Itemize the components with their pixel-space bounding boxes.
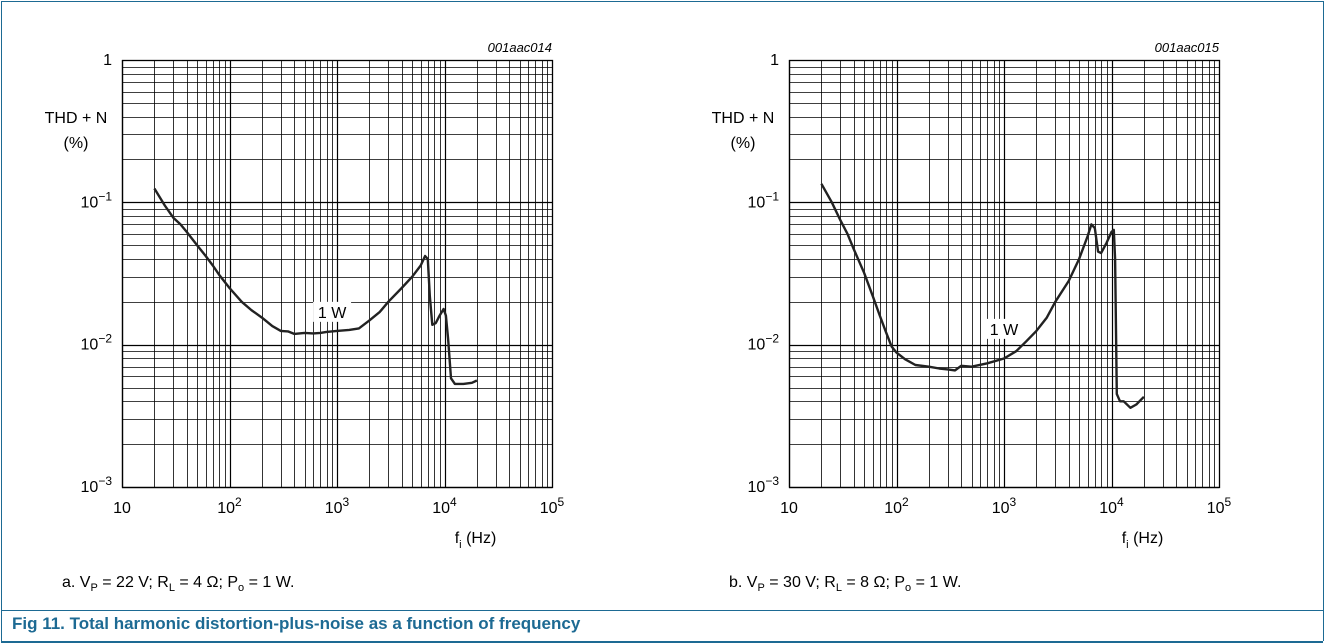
grid — [121, 60, 552, 489]
series-label-bg — [985, 318, 1023, 339]
chart-b: 001aac015 1 10−1 10−2 10−310 102 103 104 105 THD … — [712, 40, 1232, 551]
x-tick-label: 102 — [884, 495, 909, 517]
y-tick-label: 10−2 — [748, 332, 780, 354]
chart-a: 001aac014 1 10−1 10−2 10−310 102 103 104 105 THD … — [45, 40, 565, 551]
y-tick-label: 1 — [770, 52, 779, 69]
figure-caption: Fig 11. Total harmonic distortion-plus-n… — [12, 614, 581, 633]
x-axis-label: fi (Hz) — [455, 530, 497, 551]
plot-border — [788, 59, 1221, 489]
x-tick-label: 104 — [432, 495, 457, 517]
bottom-rule — [1, 641, 1323, 643]
x-tick-label: 105 — [1207, 495, 1232, 517]
y-tick-label: 10−3 — [748, 474, 780, 496]
y-tick-label: 10−1 — [748, 189, 780, 211]
x-axis-label: fi (Hz) — [1122, 530, 1164, 551]
y-axis-unit: (%) — [731, 135, 756, 152]
series-line — [153, 187, 478, 386]
plot-border — [121, 59, 554, 489]
chart-id-label: 001aac014 — [488, 40, 552, 55]
x-tick-label: 10 — [113, 500, 131, 517]
caption-b: b. VP = 30 V; RL = 8 Ω; Po = 1 W. — [729, 574, 962, 595]
y-tick-label: 10−2 — [81, 332, 113, 354]
x-tick-label: 103 — [325, 495, 350, 517]
x-tick-label: 10 — [780, 500, 798, 517]
y-axis-unit: (%) — [64, 135, 89, 152]
x-tick-label: 102 — [217, 495, 242, 517]
series-label: 1 W — [318, 305, 347, 322]
y-axis-label: THD + N — [712, 110, 775, 127]
y-tick-label: 1 — [103, 52, 112, 69]
y-axis-label: THD + N — [45, 110, 108, 127]
grid — [788, 60, 1219, 489]
caption-a: a. VP = 22 V; RL = 4 Ω; Po = 1 W. — [62, 574, 295, 595]
chart-id-label: 001aac015 — [1155, 40, 1220, 55]
caption-divider — [1, 610, 1323, 611]
series-label: 1 W — [990, 322, 1019, 339]
x-tick-label: 103 — [992, 495, 1017, 517]
series-line — [820, 183, 1145, 409]
y-tick-label: 10−3 — [81, 474, 113, 496]
x-tick-label: 104 — [1099, 495, 1124, 517]
y-tick-label: 10−1 — [81, 189, 113, 211]
x-tick-label: 105 — [540, 495, 565, 517]
series-label-bg — [313, 301, 352, 322]
